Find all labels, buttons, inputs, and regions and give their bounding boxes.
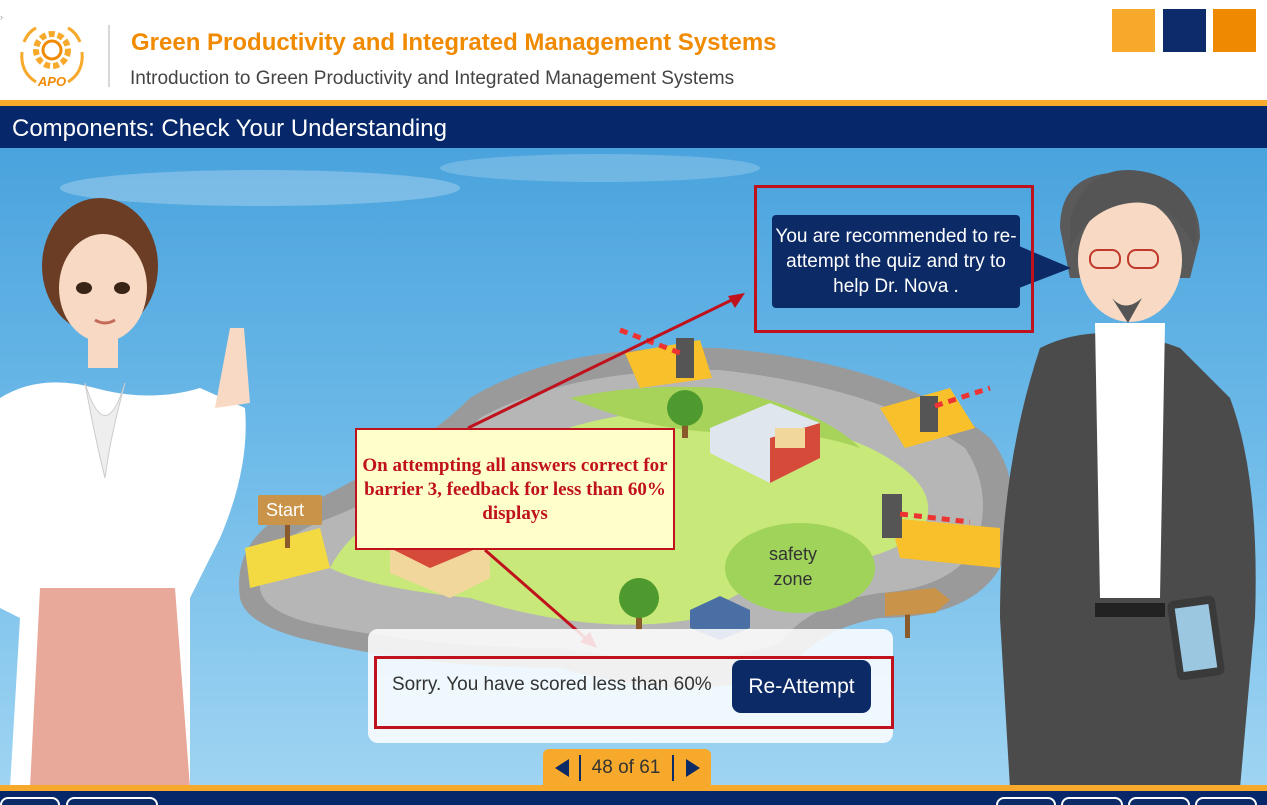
- annotation-callout: On attempting all answers correct for ba…: [355, 428, 675, 550]
- male-character-dr-nova: [1000, 170, 1256, 788]
- barrier-gate-icon: [882, 494, 902, 538]
- page-title: Components: Check Your Understanding: [12, 115, 447, 142]
- footer-button-left-1[interactable]: [0, 797, 60, 805]
- tree-icon: [667, 390, 703, 438]
- female-character: [0, 198, 250, 788]
- previous-page-icon[interactable]: [555, 759, 569, 777]
- tree-icon: [619, 578, 659, 630]
- footer-button-right-2[interactable]: [1061, 797, 1123, 805]
- start-sign: Start: [258, 495, 322, 525]
- page-navigator: 48 of 61: [543, 749, 711, 788]
- footer-button-right-4[interactable]: [1195, 797, 1257, 805]
- footer-button-left-2[interactable]: [66, 797, 158, 805]
- page-title-bar: Components: Check Your Understanding: [0, 106, 1267, 148]
- decor-square-navy: [1163, 9, 1206, 52]
- course-title: Green Productivity and Integrated Manage…: [131, 29, 777, 56]
- pager-divider: [672, 755, 674, 781]
- collapse-arrow-icon[interactable]: ›: [0, 12, 3, 22]
- apo-logo: APO: [20, 26, 84, 89]
- footer-accent-line: [0, 785, 1267, 791]
- decor-square-orange: [1213, 9, 1256, 52]
- page-counter: 48 of 61: [591, 757, 661, 778]
- direction-sign-icon: [885, 588, 950, 638]
- pager-divider: [579, 755, 581, 781]
- decor-square-light-orange: [1112, 9, 1155, 52]
- header-divider: [108, 25, 110, 87]
- next-page-icon[interactable]: [686, 759, 700, 777]
- barrier-gate-icon: [676, 338, 694, 378]
- course-header: › APO Green Productivity and Integrated …: [0, 0, 1267, 100]
- footer-button-right-1[interactable]: [996, 797, 1056, 805]
- header-accent-line: [0, 100, 1267, 106]
- footer-bar: [0, 791, 1267, 805]
- annotation-highlight-feedback: [374, 656, 894, 729]
- logo-text: APO: [37, 74, 66, 89]
- footer-button-right-3[interactable]: [1128, 797, 1190, 805]
- speech-bubble-tail: [1019, 246, 1071, 288]
- annotation-highlight-speech: [754, 185, 1034, 333]
- dr-nova-speech-bubble: You are recommended to re-attempt the qu…: [772, 215, 1020, 308]
- quiz-scene: You are recommended to re-attempt the qu…: [0, 148, 1267, 788]
- building-icon: [710, 403, 820, 483]
- safety-zone-label: safety zone: [768, 544, 818, 589]
- re-attempt-button[interactable]: Re-Attempt: [732, 660, 871, 713]
- feedback-message: Sorry. You have scored less than 60%: [392, 674, 712, 695]
- course-subtitle: Introduction to Green Productivity and I…: [130, 68, 735, 89]
- barrier-gate-icon: [920, 396, 938, 432]
